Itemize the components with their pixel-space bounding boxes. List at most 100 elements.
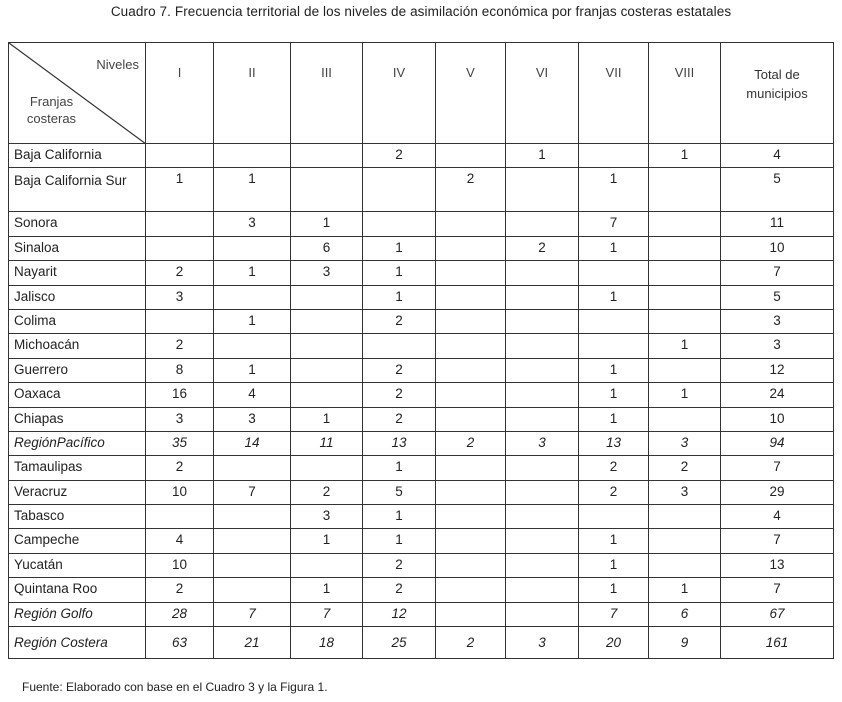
value-cell: 1 bbox=[578, 382, 649, 408]
value-cell bbox=[648, 552, 721, 579]
table-row: Jalisco 3 1 1 5 bbox=[8, 284, 834, 310]
table-row: Sinaloa 6 1 2 1 10 bbox=[8, 235, 834, 262]
value-cell bbox=[578, 504, 649, 530]
region-total-row: Región Costera 63 21 18 25 2 3 20 9 161 bbox=[8, 626, 834, 660]
value-cell: 1 bbox=[362, 504, 436, 530]
value-cell: 12 bbox=[362, 601, 436, 628]
value-cell: 14 bbox=[213, 430, 291, 457]
value-cell bbox=[505, 211, 579, 237]
value-cell bbox=[290, 284, 363, 310]
value-cell: 10 bbox=[145, 552, 214, 579]
row-label: Jalisco bbox=[8, 284, 146, 310]
diagonal-divider bbox=[9, 43, 146, 144]
value-cell bbox=[505, 601, 579, 628]
value-cell: 2 bbox=[145, 455, 214, 481]
value-cell: 1 bbox=[578, 406, 649, 432]
value-cell bbox=[145, 235, 214, 262]
value-cell: 1 bbox=[578, 552, 649, 579]
value-cell bbox=[290, 167, 363, 213]
value-cell: 4 bbox=[145, 528, 214, 554]
value-cell: 18 bbox=[290, 626, 363, 660]
value-cell bbox=[435, 601, 506, 628]
header-level-i: I bbox=[145, 42, 214, 144]
total-cell: 7 bbox=[720, 577, 834, 603]
value-cell: 1 bbox=[578, 284, 649, 310]
value-cell bbox=[578, 333, 649, 359]
row-label: Michoacán bbox=[8, 333, 146, 359]
value-cell: 2 bbox=[290, 479, 363, 506]
value-cell bbox=[435, 308, 506, 335]
value-cell: 7 bbox=[213, 601, 291, 628]
coastal-strips-label: Franjas costeras bbox=[26, 94, 77, 126]
value-cell bbox=[505, 528, 579, 554]
header-level-iv: IV bbox=[362, 42, 436, 144]
value-cell bbox=[505, 308, 579, 335]
value-cell: 3 bbox=[145, 406, 214, 432]
total-cell: 10 bbox=[720, 235, 834, 262]
value-cell: 4 bbox=[213, 382, 291, 408]
total-cell: 12 bbox=[720, 357, 834, 384]
total-cell: 11 bbox=[720, 211, 834, 237]
total-cell: 7 bbox=[720, 528, 834, 554]
value-cell: 35 bbox=[145, 430, 214, 457]
value-cell: 1 bbox=[290, 211, 363, 237]
value-cell: 2 bbox=[362, 142, 436, 169]
value-cell bbox=[505, 577, 579, 603]
value-cell: 28 bbox=[145, 601, 214, 628]
value-cell: 7 bbox=[290, 601, 363, 628]
value-cell: 1 bbox=[648, 142, 721, 169]
value-cell: 1 bbox=[578, 357, 649, 384]
row-label: Colima bbox=[8, 308, 146, 335]
value-cell bbox=[145, 211, 214, 237]
row-label: Campeche bbox=[8, 528, 146, 554]
value-cell bbox=[578, 260, 649, 286]
header-level-v: V bbox=[435, 42, 506, 144]
total-cell: 94 bbox=[720, 430, 834, 457]
value-cell: 2 bbox=[362, 382, 436, 408]
value-cell: 3 bbox=[290, 504, 363, 530]
value-cell: 2 bbox=[578, 479, 649, 506]
value-cell: 8 bbox=[145, 357, 214, 384]
table-row: Tabasco 3 1 4 bbox=[8, 504, 834, 530]
total-cell: 7 bbox=[720, 260, 834, 286]
total-cell: 161 bbox=[720, 626, 834, 660]
value-cell bbox=[648, 167, 721, 213]
row-label: Sinaloa bbox=[8, 235, 146, 262]
value-cell: 1 bbox=[145, 167, 214, 213]
value-cell: 1 bbox=[362, 260, 436, 286]
value-cell: 1 bbox=[578, 528, 649, 554]
value-cell: 16 bbox=[145, 382, 214, 408]
value-cell bbox=[648, 260, 721, 286]
row-label: Chiapas bbox=[8, 406, 146, 432]
total-cell: 13 bbox=[720, 552, 834, 579]
value-cell: 1 bbox=[505, 142, 579, 169]
value-cell: 1 bbox=[362, 235, 436, 262]
value-cell: 3 bbox=[145, 284, 214, 310]
header-level-vi: VI bbox=[505, 42, 579, 144]
value-cell: 2 bbox=[362, 577, 436, 603]
value-cell: 11 bbox=[290, 430, 363, 457]
total-cell: 5 bbox=[720, 167, 834, 213]
value-cell: 2 bbox=[362, 308, 436, 335]
value-cell: 3 bbox=[505, 626, 579, 660]
table-row: Campeche 4 1 1 1 7 bbox=[8, 528, 834, 554]
row-label: Tamaulipas bbox=[8, 455, 146, 481]
value-cell bbox=[505, 357, 579, 384]
value-cell: 2 bbox=[145, 260, 214, 286]
value-cell bbox=[648, 357, 721, 384]
value-cell: 2 bbox=[435, 167, 506, 213]
value-cell bbox=[362, 211, 436, 237]
value-cell: 2 bbox=[435, 626, 506, 660]
value-cell bbox=[213, 528, 291, 554]
total-cell: 24 bbox=[720, 382, 834, 408]
table-row: Chiapas 3 3 1 2 1 10 bbox=[8, 406, 834, 432]
value-cell: 25 bbox=[362, 626, 436, 660]
total-cell: 4 bbox=[720, 142, 834, 169]
value-cell: 1 bbox=[290, 406, 363, 432]
table-row: Oaxaca 16 4 2 1 1 24 bbox=[8, 382, 834, 408]
value-cell bbox=[505, 284, 579, 310]
value-cell bbox=[648, 284, 721, 310]
row-label: Yucatán bbox=[8, 552, 146, 579]
value-cell bbox=[435, 333, 506, 359]
value-cell: 2 bbox=[505, 235, 579, 262]
